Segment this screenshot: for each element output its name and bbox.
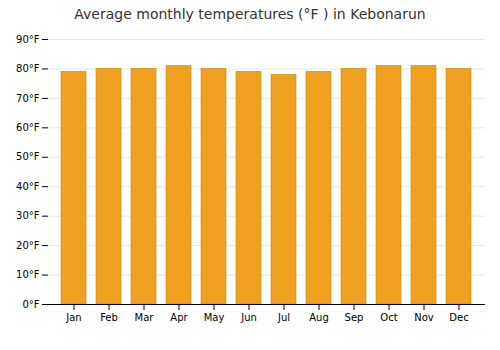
svg-text:May: May (204, 312, 225, 323)
svg-text:Mar: Mar (135, 312, 155, 323)
svg-text:Sep: Sep (345, 312, 364, 323)
svg-text:80°F: 80°F (16, 63, 40, 74)
svg-text:Jan: Jan (65, 312, 81, 323)
svg-text:70°F: 70°F (16, 93, 40, 104)
svg-text:10°F: 10°F (16, 269, 40, 280)
svg-text:60°F: 60°F (16, 122, 40, 133)
svg-text:Dec: Dec (449, 312, 468, 323)
svg-text:Apr: Apr (170, 312, 188, 323)
svg-text:50°F: 50°F (16, 151, 40, 162)
svg-text:30°F: 30°F (16, 210, 40, 221)
svg-text:Jul: Jul (277, 312, 290, 323)
svg-text:Aug: Aug (309, 312, 329, 323)
svg-text:Feb: Feb (100, 312, 118, 323)
svg-text:40°F: 40°F (16, 181, 40, 192)
svg-text:90°F: 90°F (16, 34, 40, 45)
svg-text:Nov: Nov (414, 312, 434, 323)
html-text:Average monthly temperatures (: Average monthly temperatures (°F ) in Ke… (74, 6, 426, 22)
svg-text:0°F: 0°F (22, 299, 39, 310)
svg-text:Oct: Oct (380, 312, 397, 323)
svg-text:Jun: Jun (240, 312, 257, 323)
svg-text:20°F: 20°F (16, 240, 40, 251)
